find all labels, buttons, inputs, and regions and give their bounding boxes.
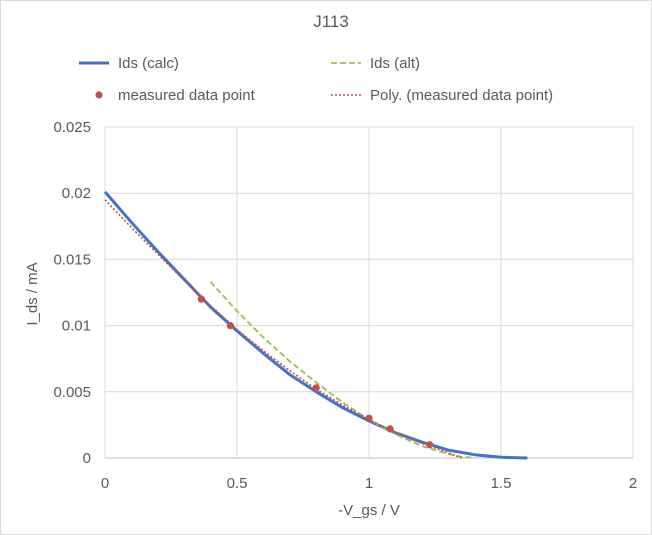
- data-point: [365, 414, 373, 422]
- grid: [104, 126, 634, 459]
- y-tick-label: 0.005: [53, 384, 91, 401]
- data-point: [426, 441, 434, 449]
- data-point: [226, 322, 234, 330]
- legend: Ids (calc) Ids (alt) measured data point Po…: [79, 55, 553, 104]
- legend-label: Ids (calc): [118, 55, 179, 72]
- legend-label: Ids (alt): [370, 55, 420, 72]
- y-tick-label: 0: [83, 450, 91, 467]
- legend-entry: measured data point: [95, 87, 256, 104]
- y-tick-label: 0.025: [53, 119, 91, 136]
- legend-entry: Ids (calc): [79, 55, 179, 72]
- y-tick-label: 0.02: [62, 185, 91, 202]
- legend-label: measured data point: [118, 87, 256, 104]
- x-tick-label: 1: [365, 475, 373, 492]
- y-axis-label: I_ds / mA: [24, 262, 41, 325]
- data-point: [197, 295, 205, 303]
- axis-ticks: 0 0.005 0.01 0.015 0.02 0.025 0 0.5 1 1.5 2: [53, 119, 637, 492]
- series-line-1: [209, 281, 475, 459]
- x-tick-label: 0.5: [227, 475, 248, 492]
- x-axis-label: -V_gs / V: [338, 502, 400, 519]
- legend-marker: [95, 91, 103, 99]
- x-tick-label: 2: [629, 475, 637, 492]
- series-line-3: [104, 199, 462, 459]
- data-point: [312, 384, 320, 392]
- legend-entry: Poly. (measured data point): [331, 87, 553, 104]
- y-tick-label: 0.015: [53, 251, 91, 268]
- chart-title: J113: [313, 12, 349, 31]
- x-tick-label: 1.5: [491, 475, 512, 492]
- x-tick-label: 0: [101, 475, 109, 492]
- y-tick-label: 0.01: [62, 318, 91, 335]
- legend-label: Poly. (measured data point): [370, 87, 553, 104]
- legend-entry: Ids (alt): [331, 55, 420, 72]
- plot-area: [103, 190, 528, 460]
- series-line-0: [103, 190, 528, 460]
- data-point: [386, 425, 394, 433]
